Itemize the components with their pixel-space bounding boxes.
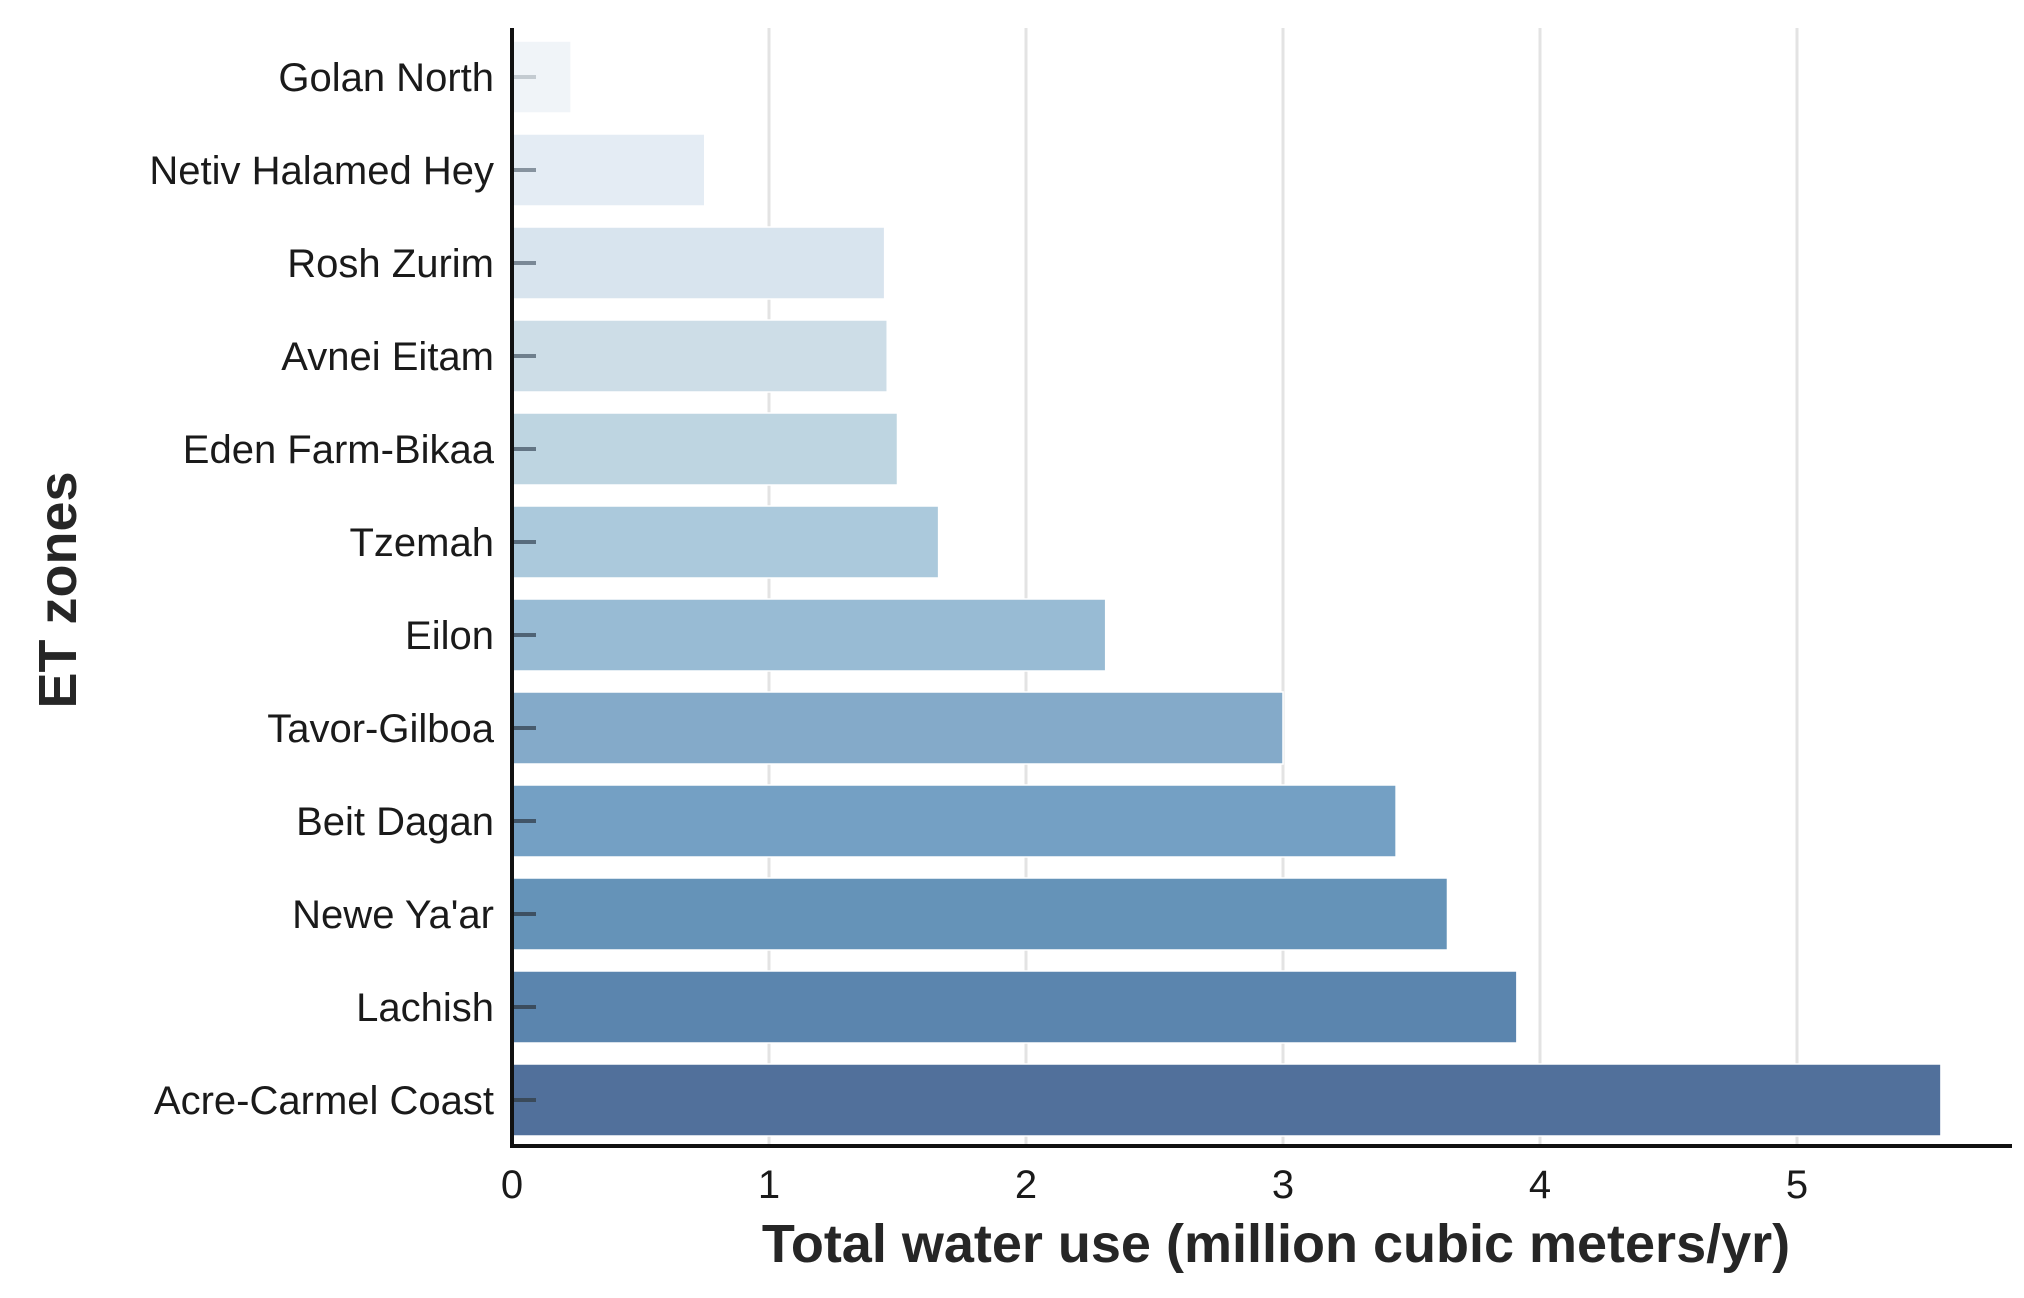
y-tick-label: Eden Farm-Bikaa	[183, 428, 495, 472]
bar-newe-ya-ar	[511, 877, 1449, 951]
y-tick-label: Tzemah	[350, 521, 495, 565]
bar-avnei-eitam	[511, 319, 888, 393]
y-tick-label: Lachish	[356, 986, 494, 1030]
bar-eden-farm-bikaa	[511, 412, 899, 486]
axes	[510, 28, 2012, 1148]
y-tick-label: Beit Dagan	[296, 800, 494, 844]
y-axis-ticks: Golan North Netiv Halamed Hey Rosh Zurim Av…	[149, 56, 536, 1123]
x-axis-ticks: 0 1 2 3 4 5	[501, 1163, 1808, 1207]
bar-tzemah	[511, 505, 940, 579]
x-tick-label: 3	[1272, 1163, 1294, 1207]
bar-beit-dagan	[511, 784, 1397, 858]
y-tick-label: Avnei Eitam	[281, 335, 494, 379]
y-tick-label: Eilon	[405, 614, 494, 658]
bar-tavor-gilboa	[511, 691, 1284, 765]
y-tick-label: Tavor-Gilboa	[267, 707, 495, 751]
y-tick-label: Rosh Zurim	[287, 242, 494, 286]
x-tick-label: 1	[758, 1163, 780, 1207]
x-tick-label: 4	[1529, 1163, 1551, 1207]
x-tick-label: 5	[1786, 1163, 1808, 1207]
x-tick-label: 0	[501, 1163, 523, 1207]
bar-rosh-zurim	[511, 226, 886, 300]
y-axis-title: ET zones	[28, 471, 88, 708]
y-tick-label: Acre-Carmel Coast	[154, 1079, 494, 1123]
x-axis-title: Total water use (million cubic meters/yr…	[762, 1214, 1790, 1274]
y-tick-label: Newe Ya'ar	[292, 893, 494, 937]
bar-eilon	[511, 598, 1107, 672]
bars	[511, 40, 1942, 1137]
bar-netiv-halamed-hey	[511, 133, 706, 207]
y-tick-label: Netiv Halamed Hey	[149, 149, 494, 193]
x-tick-label: 2	[1015, 1163, 1037, 1207]
bar-acre-carmel-coast	[511, 1063, 1942, 1137]
grid-lines	[767, 28, 1799, 1146]
bar-lachish	[511, 970, 1518, 1044]
y-tick-label: Golan North	[278, 56, 494, 100]
